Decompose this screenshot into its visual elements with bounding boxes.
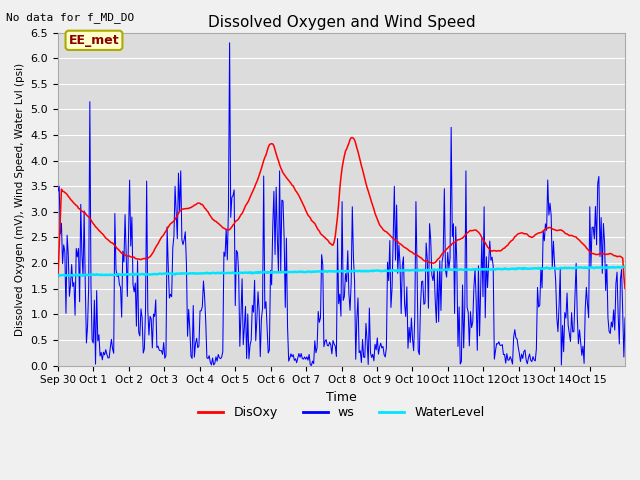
Y-axis label: Dissolved Oxygen (mV), Wind Speed, Water Lvl (psi): Dissolved Oxygen (mV), Wind Speed, Water… bbox=[15, 62, 25, 336]
Text: EE_met: EE_met bbox=[68, 34, 119, 47]
Text: No data for f_MD_DO: No data for f_MD_DO bbox=[6, 12, 134, 23]
X-axis label: Time: Time bbox=[326, 391, 357, 404]
Legend: DisOxy, ws, WaterLevel: DisOxy, ws, WaterLevel bbox=[193, 401, 490, 424]
Title: Dissolved Oxygen and Wind Speed: Dissolved Oxygen and Wind Speed bbox=[208, 15, 476, 30]
